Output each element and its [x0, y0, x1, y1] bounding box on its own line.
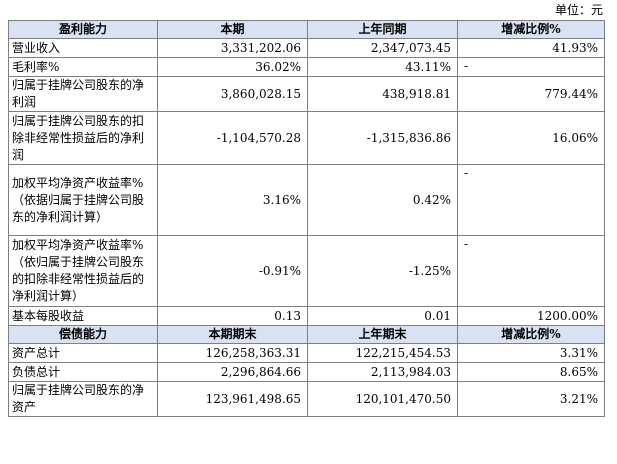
change-pct-header: 增减比例%	[457, 325, 605, 344]
period-end-header: 本期期末	[157, 325, 308, 344]
row-label: 负债总计	[8, 362, 158, 382]
change-value: 3.21%	[457, 381, 605, 417]
change-value: 779.44%	[457, 76, 605, 112]
previous-value: -1,315,836.86	[307, 111, 458, 165]
table-row: 归属于挂牌公司股东的净资产 123,961,498.65 120,101,470…	[8, 381, 605, 417]
table-row: 归属于挂牌公司股东的扣除非经常性损益后的净利润 -1,104,570.28 -1…	[8, 111, 605, 165]
table-row: 负债总计 2,296,864.66 2,113,984.03 8.65%	[8, 362, 605, 382]
change-value: 16.06%	[457, 111, 605, 165]
current-value: 3,331,202.06	[157, 38, 308, 58]
row-label: 营业收入	[8, 38, 158, 58]
table-row: 加权平均净资产收益率%（依归属于挂牌公司股东的扣除非经常性损益后的净利润计算） …	[8, 235, 605, 307]
current-period-header: 本期	[157, 20, 308, 39]
table-row: 基本每股收益 0.13 0.01 1200.00%	[8, 306, 605, 326]
change-value: 3.31%	[457, 343, 605, 363]
row-label: 加权平均净资产收益率%（依据归属于挂牌公司股东的净利润计算）	[8, 164, 158, 236]
table-row: 资产总计 126,258,363.31 122,215,454.53 3.31%	[8, 343, 605, 363]
change-value: -	[457, 57, 605, 77]
current-value: 3.16%	[157, 164, 308, 236]
row-label: 加权平均净资产收益率%（依归属于挂牌公司股东的扣除非经常性损益后的净利润计算）	[8, 235, 158, 307]
row-label: 归属于挂牌公司股东的净利润	[8, 76, 158, 112]
table-row: 归属于挂牌公司股东的净利润 3,860,028.15 438,918.81 77…	[8, 76, 605, 112]
previous-value: -1.25%	[307, 235, 458, 307]
unit-label: 单位：元	[554, 3, 603, 17]
previous-value: 43.11%	[307, 57, 458, 77]
previous-value: 0.42%	[307, 164, 458, 236]
change-value: 1200.00%	[457, 306, 605, 326]
previous-value: 120,101,470.50	[307, 381, 458, 417]
current-value: 2,296,864.66	[157, 362, 308, 382]
previous-value: 2,347,073.45	[307, 38, 458, 58]
solvency-section-header: 偿债能力	[8, 325, 158, 344]
row-label: 归属于挂牌公司股东的扣除非经常性损益后的净利润	[8, 111, 158, 165]
change-value: -	[457, 164, 605, 236]
change-value: -	[457, 235, 605, 307]
row-label: 毛利率%	[8, 57, 158, 77]
row-label: 基本每股收益	[8, 306, 158, 326]
current-value: -0.91%	[157, 235, 308, 307]
change-value: 8.65%	[457, 362, 605, 382]
previous-value: 438,918.81	[307, 76, 458, 112]
prior-period-header: 上年同期	[307, 20, 458, 39]
solvency-header-row: 偿债能力 本期期末 上年期末 增减比例%	[8, 325, 605, 344]
change-value: 41.93%	[457, 38, 605, 58]
previous-value: 2,113,984.03	[307, 362, 458, 382]
current-value: 126,258,363.31	[157, 343, 308, 363]
row-label: 资产总计	[8, 343, 158, 363]
financial-indicators-table: 盈利能力 本期 上年同期 增减比例% 营业收入 3,331,202.06 2,3…	[8, 20, 605, 417]
prior-year-end-header: 上年期末	[307, 325, 458, 344]
table-row: 毛利率% 36.02% 43.11% -	[8, 57, 605, 77]
current-value: 123,961,498.65	[157, 381, 308, 417]
profit-header-row: 盈利能力 本期 上年同期 增减比例%	[8, 20, 605, 39]
row-label: 归属于挂牌公司股东的净资产	[8, 381, 158, 417]
previous-value: 0.01	[307, 306, 458, 326]
table-row: 加权平均净资产收益率%（依据归属于挂牌公司股东的净利润计算） 3.16% 0.4…	[8, 164, 605, 236]
previous-value: 122,215,454.53	[307, 343, 458, 363]
current-value: 36.02%	[157, 57, 308, 77]
profit-section-header: 盈利能力	[8, 20, 158, 39]
current-value: 0.13	[157, 306, 308, 326]
current-value: -1,104,570.28	[157, 111, 308, 165]
current-value: 3,860,028.15	[157, 76, 308, 112]
change-pct-header: 增减比例%	[457, 20, 605, 39]
table-row: 营业收入 3,331,202.06 2,347,073.45 41.93%	[8, 38, 605, 58]
